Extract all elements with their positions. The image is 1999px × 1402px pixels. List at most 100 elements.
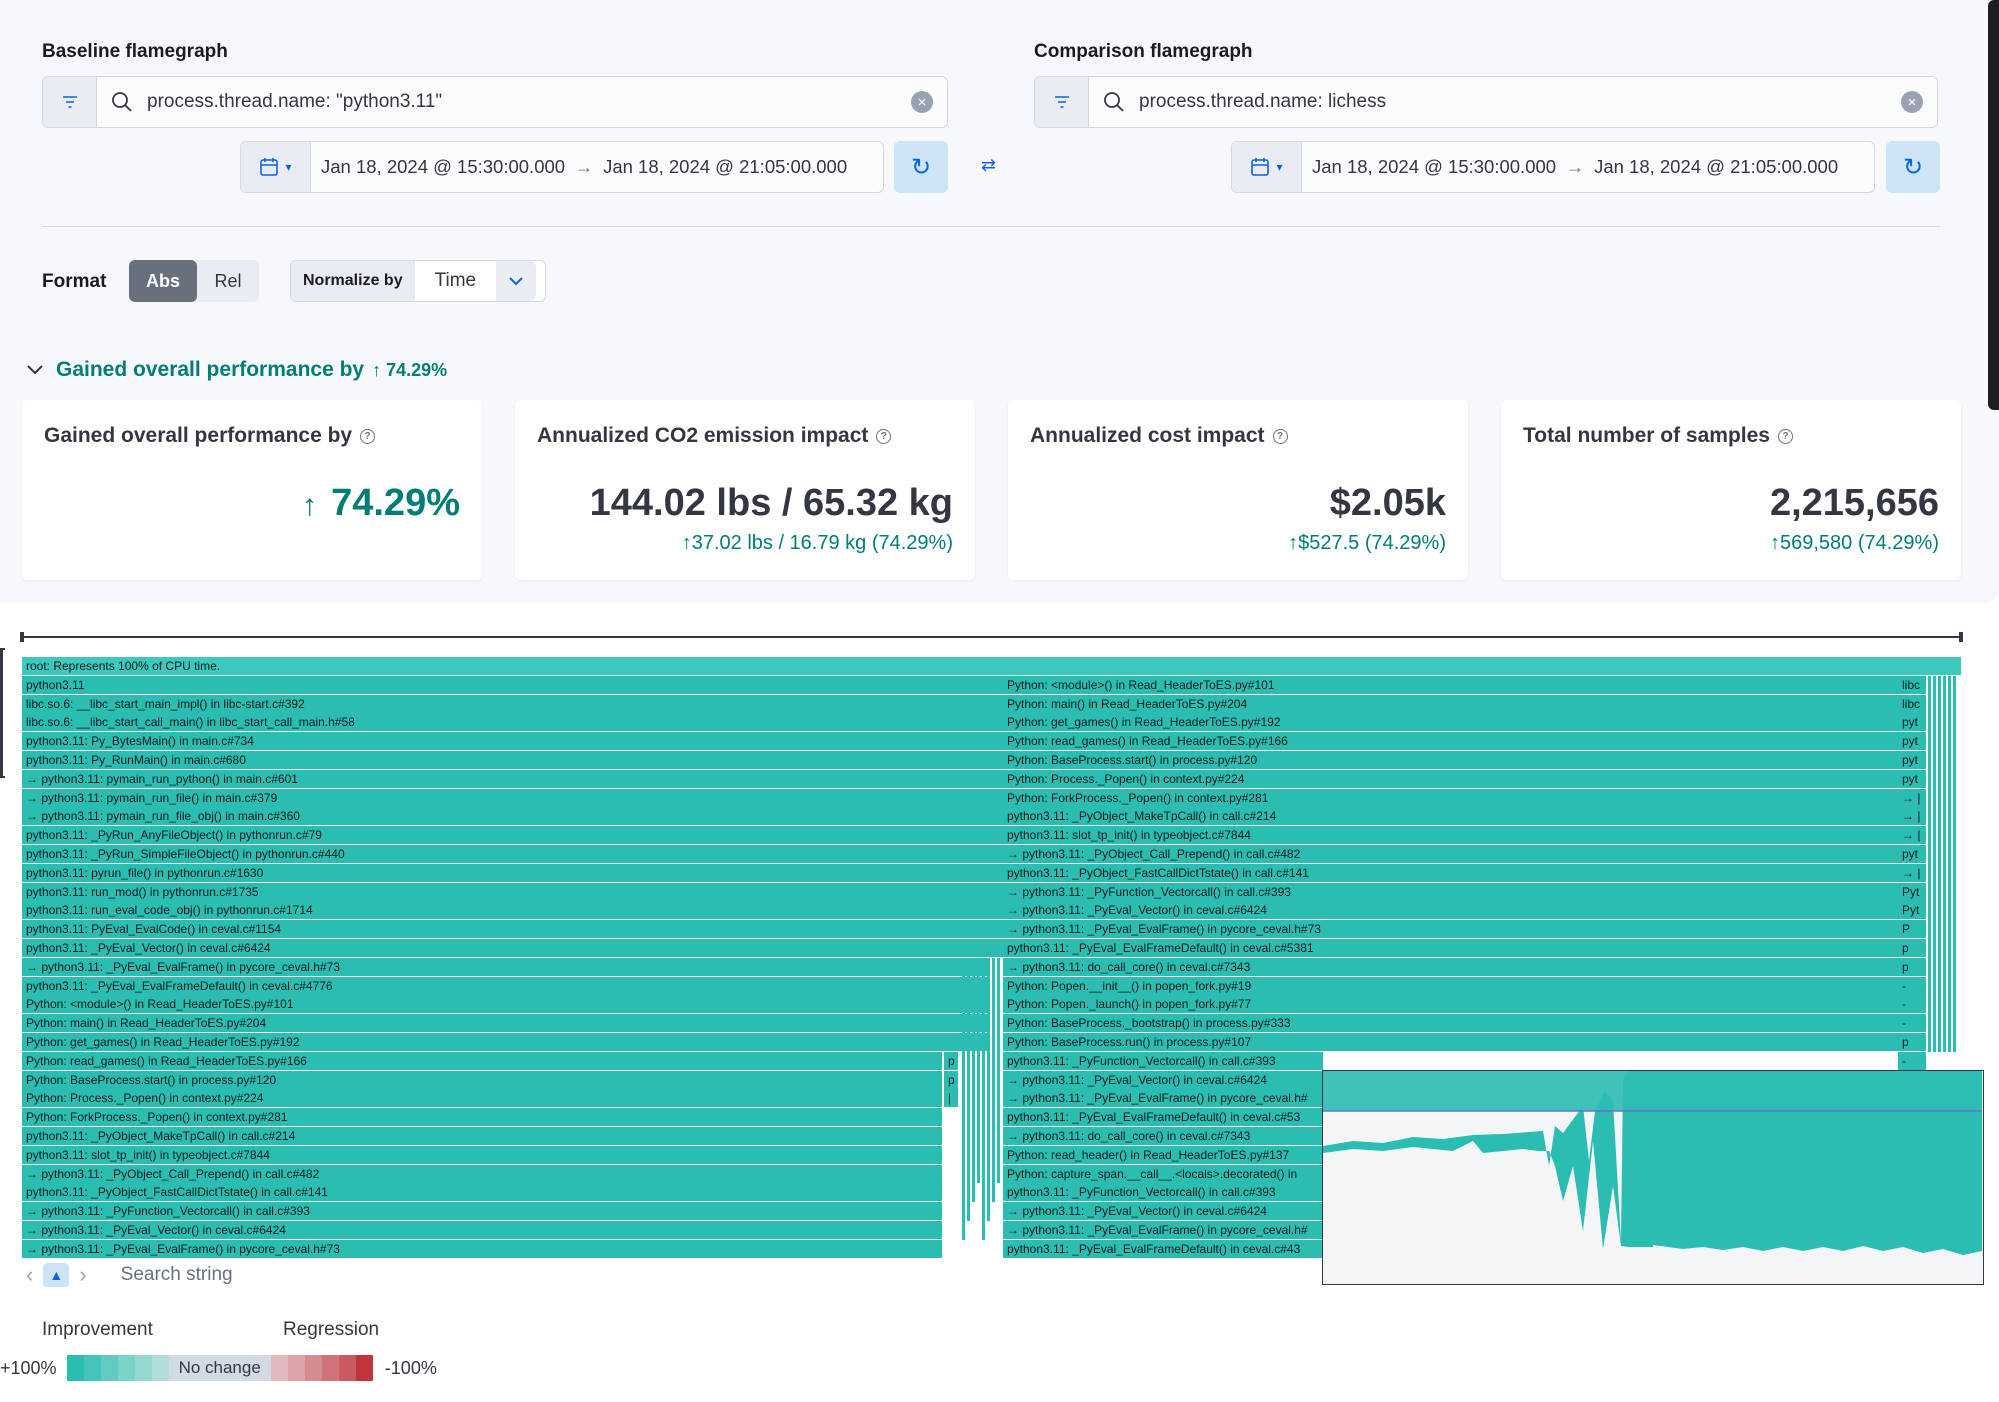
flame-frame[interactable]: Python: BaseProcess.start() in process.p… bbox=[1003, 751, 1898, 769]
comparison-start-date[interactable]: Jan 18, 2024 @ 15:30:00.000 bbox=[1312, 156, 1557, 177]
format-toggle[interactable]: Abs Rel bbox=[129, 260, 259, 302]
chevron-left-icon[interactable]: ‹ bbox=[26, 1262, 34, 1287]
filter-icon[interactable] bbox=[1035, 77, 1089, 127]
flame-frame[interactable]: → python3.11: _PyEval_Vector() in ceval.… bbox=[1003, 901, 1898, 920]
clear-icon[interactable]: × bbox=[1901, 91, 1923, 113]
flame-frame[interactable]: pyt bbox=[1898, 713, 1926, 732]
flame-frame[interactable]: P bbox=[1898, 920, 1926, 939]
flame-frame[interactable]: Python: ForkProcess._Popen() in context.… bbox=[1003, 788, 1898, 807]
flame-frame[interactable]: python3.11: slot_tp_init() in typeobject… bbox=[1003, 826, 1898, 845]
flame-frame[interactable]: pyt bbox=[1898, 845, 1926, 863]
flame-frame[interactable]: Python: read_games() in Read_HeaderToES.… bbox=[22, 1051, 942, 1070]
flame-frame[interactable]: → python3.11: do_call_core() in ceval.c#… bbox=[1003, 957, 1898, 976]
flame-frame[interactable]: pyt bbox=[1898, 769, 1926, 788]
flame-frame[interactable]: → python3.11: _PyEval_EvalFrame() in pyc… bbox=[22, 957, 990, 976]
flame-frame-sliver[interactable] bbox=[962, 957, 965, 1240]
normalize-by-select[interactable]: Normalize by Time bbox=[290, 260, 546, 302]
flame-frame[interactable]: Python: read_games() in Read_HeaderToES.… bbox=[1003, 732, 1898, 751]
flame-frame-sliver[interactable] bbox=[1948, 675, 1951, 1052]
flame-frame[interactable]: python3.11: _PyObject_MakeTpCall() in ca… bbox=[22, 1127, 942, 1145]
flame-frame[interactable]: python3.11: pyrun_file() in pythonrun.c#… bbox=[22, 863, 1022, 882]
flame-frame[interactable]: Python: BaseProcess._bootstrap() in proc… bbox=[1003, 1014, 1898, 1033]
flame-frame[interactable]: python3.11: _PyEval_EvalFrameDefault() i… bbox=[1003, 1239, 1323, 1258]
calendar-icon[interactable]: ▾ bbox=[1232, 142, 1302, 192]
flame-frame[interactable]: → python3.11: _PyEval_EvalFrame() in pyc… bbox=[1003, 920, 1898, 939]
flame-frame[interactable]: python3.11: PyEval_EvalCode() in ceval.c… bbox=[22, 920, 1022, 939]
flame-frame[interactable]: → python3.11: _PyEval_Vector() in ceval.… bbox=[22, 1221, 942, 1239]
flame-frame-sliver[interactable] bbox=[1928, 675, 1931, 1052]
chevron-down-icon[interactable] bbox=[496, 261, 537, 301]
flame-frame-sliver[interactable] bbox=[1938, 675, 1941, 1052]
flame-frame[interactable]: Python: BaseProcess.start() in process.p… bbox=[22, 1070, 942, 1089]
flame-frame[interactable]: → python3.11: _PyObject_Call_Prepend() i… bbox=[22, 1164, 942, 1183]
flame-frame[interactable]: python3.11: _PyObject_MakeTpCall() in ca… bbox=[1003, 807, 1898, 826]
flame-frame[interactable]: Python: Process._Popen() in context.py#2… bbox=[1003, 769, 1898, 788]
flame-frame[interactable]: → python3.11: _PyFunction_Vectorcall() i… bbox=[22, 1202, 942, 1221]
flame-frame[interactable]: - bbox=[1898, 976, 1926, 995]
flame-frame[interactable]: → python3.11: _PyEval_EvalFrame() in pyc… bbox=[1003, 1089, 1323, 1108]
flame-frame-sliver[interactable] bbox=[977, 957, 980, 1184]
flame-frame[interactable]: python3.11: _PyRun_AnyFileObject() in py… bbox=[22, 826, 1022, 845]
flame-frame[interactable]: Python: Popen._launch() in popen_fork.py… bbox=[1003, 995, 1898, 1014]
flame-frame[interactable]: python3.11: _PyObject_FastCallDictTstate… bbox=[22, 1183, 942, 1202]
flamegraph-minimap[interactable] bbox=[1322, 1070, 1984, 1285]
flame-frame[interactable]: p bbox=[1898, 957, 1926, 976]
triangle-up-icon[interactable]: ▲ bbox=[43, 1263, 70, 1287]
scroll-handle-left[interactable] bbox=[20, 632, 24, 642]
summary-accordion-toggle[interactable]: Gained overall performance by ↑ 74.29% bbox=[26, 358, 447, 382]
flame-frame[interactable]: python3.11: _PyEval_EvalFrameDefault() i… bbox=[1003, 939, 1898, 957]
flame-frame[interactable]: python3.11: _PyEval_Vector() in ceval.c#… bbox=[22, 939, 1022, 957]
comparison-date-picker[interactable]: ▾ Jan 18, 2024 @ 15:30:00.000 → Jan 18, … bbox=[1231, 141, 1875, 193]
help-icon[interactable]: ? bbox=[876, 428, 892, 444]
flame-frame[interactable]: python3.11: _PyFunction_Vectorcall() in … bbox=[1003, 1051, 1323, 1070]
flame-frame[interactable]: python3.11: Py_RunMain() in main.c#680 bbox=[22, 751, 1022, 769]
flame-frame[interactable]: → | bbox=[1898, 826, 1926, 845]
flamegraph-scroll-track[interactable] bbox=[20, 636, 1963, 638]
flame-frame[interactable]: Python: <module>() in Read_HeaderToES.py… bbox=[1003, 675, 1898, 694]
flame-frame-sliver[interactable] bbox=[992, 957, 995, 1203]
help-icon[interactable]: ? bbox=[360, 428, 376, 444]
flame-frame[interactable]: libc.so.6: __libc_start_main_impl() in l… bbox=[22, 694, 1022, 713]
flame-frame[interactable]: python3.11: _PyEval_EvalFrameDefault() i… bbox=[1003, 1108, 1323, 1127]
baseline-query-input[interactable]: process.thread.name: "python3.11" bbox=[147, 91, 443, 112]
flame-frame[interactable]: → python3.11: pymain_run_file_obj() in m… bbox=[22, 807, 1022, 826]
baseline-date-picker[interactable]: ▾ Jan 18, 2024 @ 15:30:00.000 → Jan 18, … bbox=[240, 141, 884, 193]
flame-frame[interactable]: python3.11: run_mod() in pythonrun.c#173… bbox=[22, 882, 1022, 901]
flame-frame[interactable]: Python: Popen.__init__() in popen_fork.p… bbox=[1003, 976, 1898, 995]
comparison-query-input[interactable]: process.thread.name: lichess bbox=[1139, 91, 1387, 112]
format-abs-button[interactable]: Abs bbox=[129, 260, 197, 302]
flame-frame[interactable]: Python: get_games() in Read_HeaderToES.p… bbox=[1003, 713, 1898, 732]
flame-frame[interactable]: p bbox=[1898, 1033, 1926, 1051]
flame-frame[interactable]: Pyt bbox=[1898, 882, 1926, 901]
flame-frame-sliver[interactable] bbox=[967, 957, 970, 1221]
baseline-start-date[interactable]: Jan 18, 2024 @ 15:30:00.000 bbox=[321, 156, 566, 177]
flame-frame[interactable]: - bbox=[1898, 1051, 1926, 1070]
help-icon[interactable]: ? bbox=[1778, 428, 1793, 444]
flame-frame[interactable]: Python: ForkProcess._Popen() in context.… bbox=[22, 1108, 942, 1127]
chevron-right-icon[interactable]: › bbox=[79, 1262, 87, 1287]
flame-frame[interactable]: libc.so.6: __libc_start_call_main() in l… bbox=[22, 713, 1022, 732]
clear-icon[interactable]: × bbox=[911, 91, 933, 113]
help-icon[interactable]: ? bbox=[1272, 428, 1288, 444]
comparison-end-date[interactable]: Jan 18, 2024 @ 21:05:00.000 bbox=[1594, 156, 1839, 177]
flame-frame[interactable]: | bbox=[944, 1089, 958, 1108]
comparison-refresh-button[interactable]: ↻ bbox=[1886, 141, 1940, 193]
flamegraph-search-input[interactable]: Search string bbox=[120, 1264, 233, 1285]
flame-frame[interactable]: → | bbox=[1898, 788, 1926, 807]
flame-frame[interactable]: Pyt bbox=[1898, 901, 1926, 920]
flame-frame[interactable]: Python: get_games() in Read_HeaderToES.p… bbox=[22, 1033, 990, 1051]
flame-frame[interactable]: → python3.11: pymain_run_file() in main.… bbox=[22, 788, 1022, 807]
flame-frame[interactable]: → | bbox=[1898, 807, 1926, 826]
flame-frame-sliver[interactable] bbox=[987, 957, 990, 1221]
flame-frame[interactable]: libc bbox=[1898, 694, 1926, 713]
scroll-handle-right[interactable] bbox=[1959, 632, 1963, 642]
normalize-by-value[interactable]: Time bbox=[434, 270, 477, 291]
flame-frame[interactable]: pyt bbox=[1898, 751, 1926, 769]
flame-frame[interactable]: Python: <module>() in Read_HeaderToES.py… bbox=[22, 995, 990, 1014]
flame-frame[interactable]: python3.11: _PyObject_FastCallDictTstate… bbox=[1003, 863, 1898, 882]
flamegraph[interactable]: root: Represents 100% of CPU time. python… bbox=[22, 657, 1962, 1258]
flame-frame[interactable]: Python: capture_span.__call__.<locals>.d… bbox=[1003, 1164, 1323, 1183]
flame-frame-sliver[interactable] bbox=[972, 957, 975, 1203]
flame-frame[interactable]: → python3.11: _PyEval_EvalFrame() in pyc… bbox=[22, 1239, 942, 1258]
filter-icon[interactable] bbox=[43, 77, 97, 127]
